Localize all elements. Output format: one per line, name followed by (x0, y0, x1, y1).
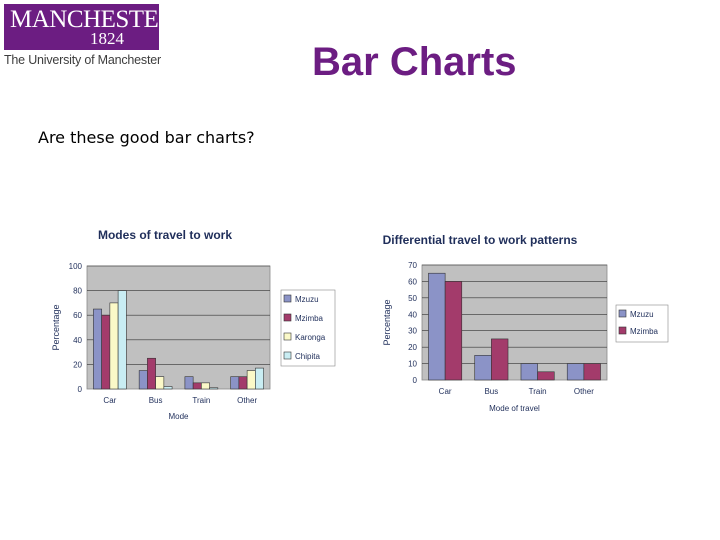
bar (147, 357, 156, 390)
bar (537, 371, 555, 381)
x-tick-label: Train (529, 387, 547, 396)
y-tick-label: 0 (413, 376, 418, 385)
bar (201, 382, 210, 390)
bar (474, 355, 492, 381)
y-tick-label: 40 (73, 336, 82, 345)
x-tick-label: Other (237, 396, 257, 405)
y-tick-label: 60 (73, 311, 82, 320)
chart-modes-of-travel: Modes of travel to work 0 20 40 60 80 100 Car Bu… (51, 228, 336, 421)
bar (155, 376, 165, 390)
logo-year: 1824 (90, 29, 124, 48)
slide-title: Bar Charts (312, 40, 517, 84)
legend-label: Mzuzu (295, 295, 319, 304)
bar (491, 338, 509, 381)
y-tick-label: 50 (408, 294, 417, 303)
x-tick-label: Bus (149, 396, 163, 405)
legend-label: Chipita (295, 352, 320, 361)
bar (192, 382, 202, 390)
legend-swatch (283, 294, 292, 303)
university-logo: MANCHESTER 1824 The University of Manche… (4, 4, 175, 70)
y-tick-label: 70 (408, 261, 417, 270)
legend-swatch (283, 332, 292, 341)
slide-question: Are these good bar charts? (38, 128, 255, 147)
bar (184, 376, 194, 390)
legend-label: Karonga (295, 333, 326, 342)
legend-swatch (283, 351, 292, 360)
bar (428, 272, 446, 381)
bar (93, 308, 102, 390)
y-tick-label: 20 (408, 343, 417, 352)
x-tick-label: Train (192, 396, 210, 405)
x-tick-label: Bus (484, 387, 498, 396)
logo-badge: MANCHESTER 1824 (4, 4, 175, 50)
bar (109, 302, 119, 390)
bar (246, 370, 256, 390)
x-tick-label: Car (439, 387, 452, 396)
bar (583, 363, 601, 381)
y-tick-label: 30 (408, 327, 417, 336)
x-axis-label: Mode (168, 412, 189, 421)
y-axis-label: Percentage (382, 299, 392, 345)
legend-swatch (618, 326, 627, 335)
bar (255, 367, 264, 390)
bar (238, 376, 248, 390)
x-axis-label: Mode of travel (489, 404, 540, 413)
y-tick-label: 40 (408, 310, 417, 319)
y-tick-label: 80 (73, 287, 82, 296)
chart-title: Differential travel to work patterns (383, 233, 578, 247)
logo-name: MANCHESTER (10, 6, 175, 33)
x-tick-label: Car (103, 396, 116, 405)
bar (230, 376, 240, 390)
y-axis-label: Percentage (51, 304, 61, 350)
y-tick-label: 20 (73, 360, 82, 369)
chart-title: Modes of travel to work (98, 228, 232, 242)
bar (209, 387, 219, 390)
legend-swatch (618, 309, 627, 318)
legend-label: Mzuzu (630, 310, 654, 319)
bar (117, 290, 127, 390)
bar (520, 363, 538, 381)
bar (101, 314, 111, 390)
chart-differential-travel: Differential travel to work patterns 0 10 2… (382, 233, 669, 413)
y-tick-label: 0 (78, 385, 83, 394)
legend-swatch (283, 313, 292, 322)
legend-label: Mzimba (630, 327, 659, 336)
bar (138, 370, 148, 390)
legend-label: Mzimba (295, 314, 324, 323)
bar (444, 281, 463, 381)
bar (163, 386, 173, 390)
logo-tagline: The University of Manchester (4, 53, 161, 67)
y-tick-label: 100 (69, 262, 83, 271)
y-tick-label: 60 (408, 277, 417, 286)
y-tick-label: 10 (408, 360, 417, 369)
bar (566, 363, 585, 381)
x-tick-label: Other (574, 387, 594, 396)
